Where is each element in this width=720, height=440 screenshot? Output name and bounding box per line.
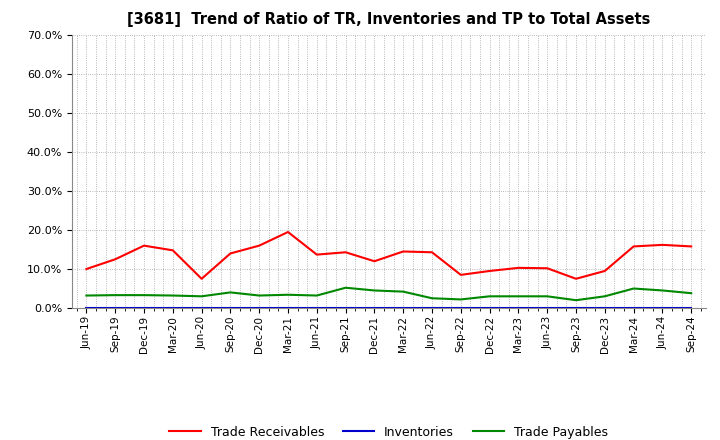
Trade Payables — [514, 293, 523, 299]
Trade Receivables — [341, 249, 350, 255]
Inventories — [629, 305, 638, 310]
Trade Receivables — [284, 229, 292, 235]
Inventories — [312, 305, 321, 310]
Trade Receivables — [197, 276, 206, 282]
Trade Receivables — [255, 243, 264, 248]
Line: Trade Payables: Trade Payables — [86, 288, 691, 300]
Inventories — [255, 305, 264, 310]
Trade Payables — [456, 297, 465, 302]
Inventories — [543, 305, 552, 310]
Trade Payables — [197, 293, 206, 299]
Trade Receivables — [687, 244, 696, 249]
Line: Trade Receivables: Trade Receivables — [86, 232, 691, 279]
Trade Payables — [687, 290, 696, 296]
Inventories — [370, 305, 379, 310]
Inventories — [456, 305, 465, 310]
Trade Receivables — [428, 249, 436, 255]
Inventories — [197, 305, 206, 310]
Trade Receivables — [312, 252, 321, 257]
Trade Receivables — [600, 268, 609, 274]
Inventories — [226, 305, 235, 310]
Trade Payables — [82, 293, 91, 298]
Legend: Trade Receivables, Inventories, Trade Payables: Trade Receivables, Inventories, Trade Pa… — [164, 421, 613, 440]
Trade Receivables — [456, 272, 465, 278]
Inventories — [658, 305, 667, 310]
Trade Payables — [485, 293, 494, 299]
Trade Receivables — [140, 243, 148, 248]
Trade Payables — [168, 293, 177, 298]
Trade Receivables — [629, 244, 638, 249]
Inventories — [600, 305, 609, 310]
Inventories — [82, 305, 91, 310]
Trade Payables — [341, 285, 350, 290]
Trade Receivables — [572, 276, 580, 282]
Inventories — [687, 305, 696, 310]
Title: [3681]  Trend of Ratio of TR, Inventories and TP to Total Assets: [3681] Trend of Ratio of TR, Inventories… — [127, 12, 650, 27]
Inventories — [168, 305, 177, 310]
Inventories — [111, 305, 120, 310]
Inventories — [341, 305, 350, 310]
Inventories — [485, 305, 494, 310]
Trade Payables — [370, 288, 379, 293]
Inventories — [284, 305, 292, 310]
Trade Payables — [226, 290, 235, 295]
Inventories — [572, 305, 580, 310]
Trade Payables — [255, 293, 264, 298]
Trade Payables — [600, 293, 609, 299]
Trade Receivables — [399, 249, 408, 254]
Trade Payables — [284, 292, 292, 297]
Trade Receivables — [543, 266, 552, 271]
Inventories — [140, 305, 148, 310]
Trade Receivables — [658, 242, 667, 248]
Inventories — [399, 305, 408, 310]
Trade Receivables — [111, 257, 120, 262]
Trade Receivables — [370, 259, 379, 264]
Trade Receivables — [226, 251, 235, 256]
Inventories — [428, 305, 436, 310]
Trade Payables — [629, 286, 638, 291]
Trade Payables — [428, 296, 436, 301]
Trade Payables — [140, 293, 148, 298]
Trade Payables — [399, 289, 408, 294]
Trade Payables — [572, 297, 580, 303]
Trade Receivables — [485, 268, 494, 274]
Trade Payables — [312, 293, 321, 298]
Trade Payables — [111, 293, 120, 298]
Inventories — [514, 305, 523, 310]
Trade Payables — [543, 293, 552, 299]
Trade Payables — [658, 288, 667, 293]
Trade Receivables — [514, 265, 523, 271]
Trade Receivables — [82, 266, 91, 271]
Trade Receivables — [168, 248, 177, 253]
